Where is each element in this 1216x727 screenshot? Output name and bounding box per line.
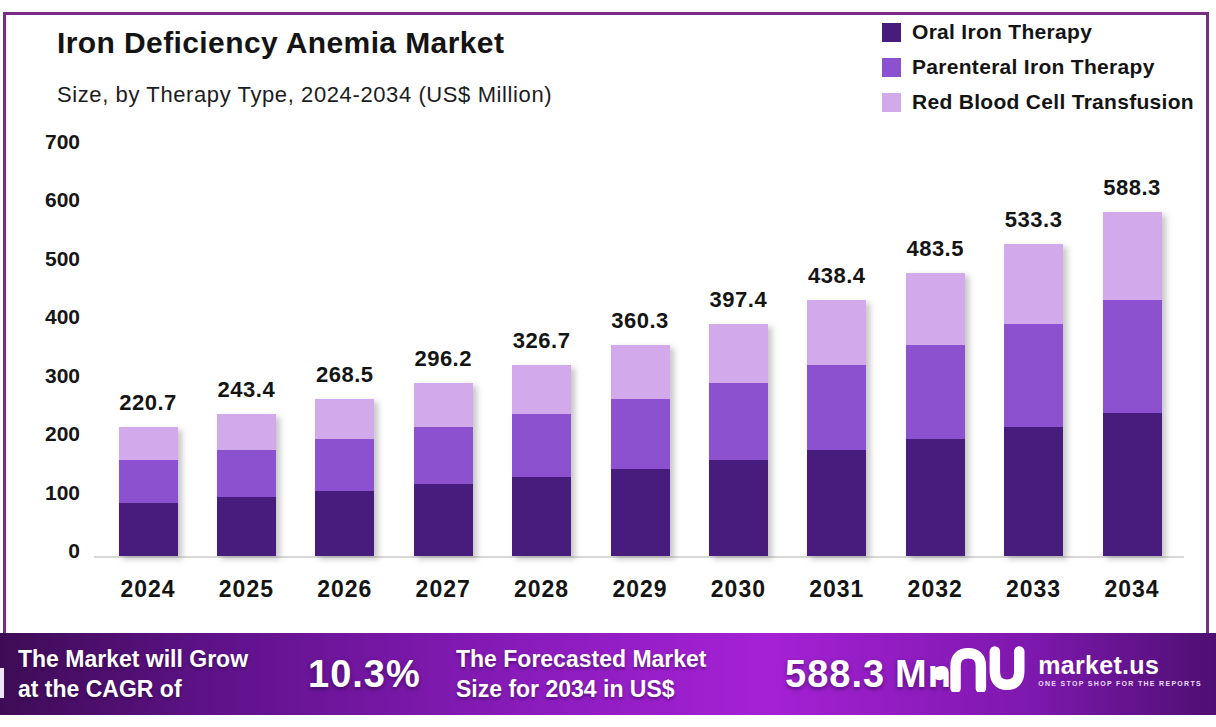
forecast-statement-line1: The Forecasted Market [456, 644, 707, 674]
bar-segment [906, 273, 965, 345]
logo-brand-text: market.us [1038, 652, 1202, 678]
bar-segment [611, 399, 670, 468]
bar-segment [414, 383, 473, 427]
bar-total-label: 397.4 [668, 287, 808, 313]
y-axis-tick-label: 400 [14, 305, 80, 329]
bar-segment [709, 383, 768, 460]
bar-total-label: 533.3 [964, 207, 1104, 233]
banner-left-notch [0, 668, 4, 698]
x-axis-year-label: 2034 [1062, 576, 1202, 603]
bar-segment [315, 491, 374, 556]
y-axis-tick-label: 0 [14, 539, 80, 563]
stacked-bar-2031 [807, 300, 866, 556]
cagr-statement-line2: at the CAGR of [18, 674, 248, 704]
stacked-bar-2025 [217, 414, 276, 556]
bar-segment [807, 365, 866, 450]
bar-segment [1103, 300, 1162, 413]
bar-total-label: 483.5 [865, 236, 1005, 262]
bar-segment [1004, 427, 1063, 556]
forecast-statement-line2: Size for 2034 in US$ [456, 674, 707, 704]
bar-chart-plot-area: 0100200300400500600700220.72024243.42025… [0, 0, 1216, 727]
footer-banner: The Market will Grow at the CAGR of 10.3… [0, 633, 1216, 715]
y-axis-tick-label: 300 [14, 364, 80, 388]
stacked-bar-2033 [1004, 244, 1063, 556]
forecast-statement: The Forecasted Market Size for 2034 in U… [456, 644, 707, 704]
bar-segment [512, 414, 571, 477]
stacked-bar-2024 [119, 427, 178, 556]
bar-segment [709, 460, 768, 556]
bar-segment [315, 399, 374, 439]
bar-segment [906, 345, 965, 438]
bar-segment [1004, 244, 1063, 323]
bar-segment [414, 484, 473, 556]
market-us-logo-icon [932, 646, 1028, 692]
bar-segment [807, 300, 866, 365]
bar-segment [119, 503, 178, 556]
logo-tagline-text: ONE STOP SHOP FOR THE REPORTS [1038, 680, 1202, 687]
bar-segment [709, 324, 768, 383]
stacked-bar-2032 [906, 273, 965, 556]
stacked-bar-2028 [512, 365, 571, 556]
stacked-bar-2026 [315, 399, 374, 556]
y-axis-tick-label: 700 [14, 130, 80, 154]
bar-segment [414, 427, 473, 484]
bar-segment [807, 450, 866, 556]
bar-segment [119, 427, 178, 460]
forecast-value: 588.3Mn [785, 647, 952, 701]
cagr-statement-line1: The Market will Grow [18, 644, 248, 674]
stacked-bar-2034 [1103, 212, 1162, 556]
bar-segment [217, 497, 276, 556]
bar-segment [217, 414, 276, 450]
bar-segment [217, 450, 276, 497]
bar-segment [611, 345, 670, 399]
y-axis-tick-label: 200 [14, 422, 80, 446]
y-axis-tick-label: 600 [14, 188, 80, 212]
x-axis-line [94, 556, 1184, 558]
bar-total-label: 438.4 [767, 263, 907, 289]
bar-segment [611, 469, 670, 556]
market-us-logo: market.us ONE STOP SHOP FOR THE REPORTS [932, 646, 1202, 692]
cagr-value: 10.3% [308, 647, 421, 701]
bar-segment [119, 460, 178, 503]
bar-segment [512, 477, 571, 556]
y-axis-tick-label: 100 [14, 481, 80, 505]
y-axis-tick-label: 500 [14, 247, 80, 271]
bar-segment [1103, 212, 1162, 300]
bar-segment [512, 365, 571, 414]
bar-segment [906, 439, 965, 556]
bar-segment [315, 439, 374, 491]
forecast-value-number: 588.3 [785, 653, 885, 695]
stacked-bar-2030 [709, 324, 768, 556]
bar-segment [1103, 413, 1162, 556]
stacked-bar-2027 [414, 383, 473, 556]
bar-segment [1004, 324, 1063, 427]
bar-total-label: 588.3 [1062, 175, 1202, 201]
cagr-statement: The Market will Grow at the CAGR of [18, 644, 248, 704]
stacked-bar-2029 [611, 345, 670, 556]
